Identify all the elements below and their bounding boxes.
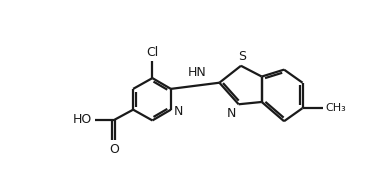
Text: O: O — [110, 143, 120, 156]
Text: N: N — [174, 105, 183, 118]
Text: S: S — [238, 50, 247, 63]
Text: CH₃: CH₃ — [326, 103, 347, 113]
Text: HN: HN — [187, 66, 206, 79]
Text: HO: HO — [73, 113, 93, 126]
Text: N: N — [227, 107, 236, 120]
Text: Cl: Cl — [146, 46, 158, 59]
